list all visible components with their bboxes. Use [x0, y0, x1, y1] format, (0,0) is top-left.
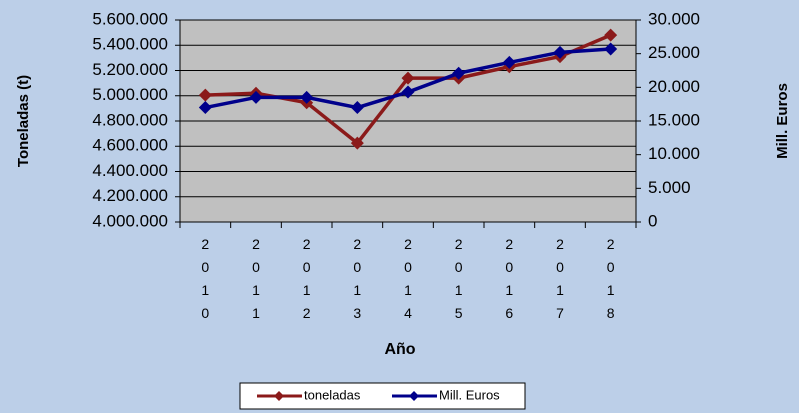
- y-tick-label: 5.200.000: [92, 60, 168, 79]
- point-marker: [502, 55, 516, 69]
- point-marker: [401, 71, 415, 85]
- point-marker: [198, 101, 212, 115]
- y2-tick-label: 30.000: [648, 9, 700, 28]
- legend-label: toneladas: [304, 387, 361, 402]
- point-marker: [452, 66, 466, 80]
- legend-label: Mill. Euros: [439, 387, 500, 402]
- point-marker: [553, 45, 567, 59]
- y-tick-label: 4.600.000: [92, 136, 168, 155]
- point-marker: [300, 90, 314, 104]
- point-marker: [401, 85, 415, 99]
- y-tick-label: 5.000.000: [92, 85, 168, 104]
- point-marker: [350, 101, 364, 115]
- y2-tick-label: 25.000: [648, 43, 700, 62]
- y2-tick-label: 20.000: [648, 77, 700, 96]
- legend-marker: [409, 391, 419, 401]
- y2-tick-label: 5.000: [648, 178, 691, 197]
- y2-axis-label: Mill. Euros: [774, 83, 791, 159]
- point-marker: [604, 28, 618, 42]
- point-marker: [198, 88, 212, 102]
- x-axis-label: Año: [384, 341, 415, 358]
- point-marker: [604, 42, 618, 56]
- point-marker: [350, 136, 364, 150]
- y-axis-label: Toneladas (t): [15, 75, 32, 167]
- y-tick-label: 4.000.000: [92, 211, 168, 230]
- legend-marker: [274, 391, 284, 401]
- y2-tick-label: 10.000: [648, 144, 700, 163]
- y-tick-label: 4.200.000: [92, 186, 168, 205]
- point-marker: [249, 90, 263, 104]
- y-tick-label: 5.400.000: [92, 35, 168, 54]
- y2-tick-label: 15.000: [648, 110, 700, 129]
- y-tick-label: 5.600.000: [92, 9, 168, 28]
- y-tick-label: 4.800.000: [92, 110, 168, 129]
- y-tick-label: 4.400.000: [92, 161, 168, 180]
- y2-tick-label: 0: [648, 211, 657, 230]
